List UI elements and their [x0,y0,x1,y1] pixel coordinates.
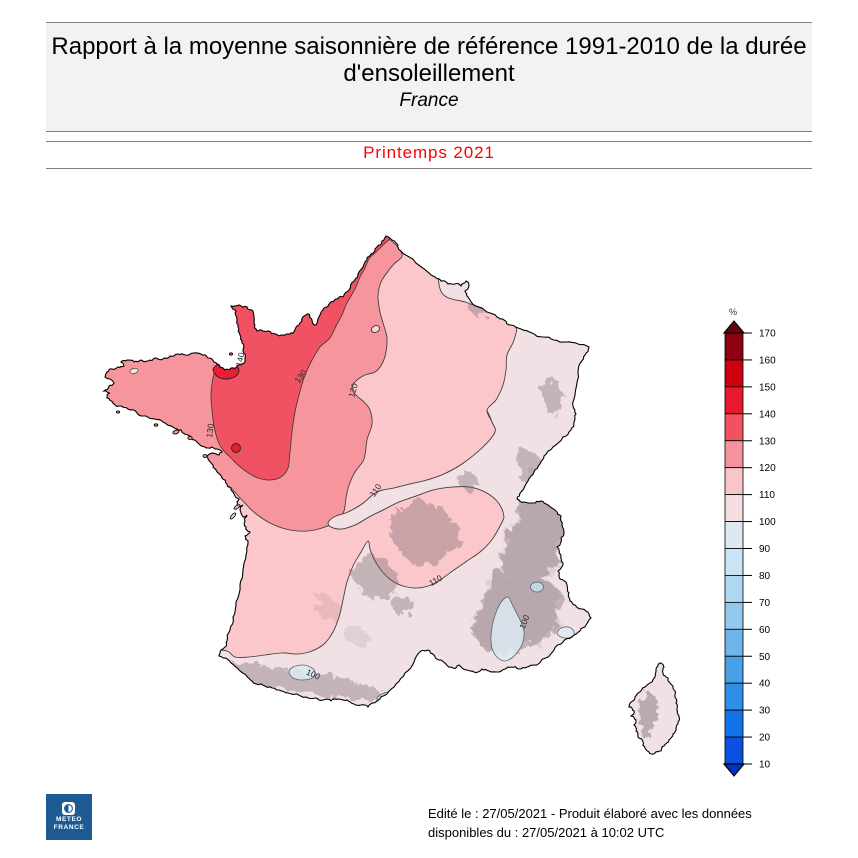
svg-text:110: 110 [759,490,775,501]
svg-text:140: 140 [759,409,776,420]
svg-text:50: 50 [759,652,771,663]
svg-text:150: 150 [759,382,776,393]
svg-text:30: 30 [759,706,771,717]
svg-text:170: 170 [759,329,776,340]
svg-text:%: % [729,307,737,317]
svg-text:160: 160 [759,355,776,366]
svg-text:120: 120 [346,382,359,399]
svg-text:120: 120 [759,463,776,474]
svg-text:10: 10 [759,760,771,771]
svg-text:130: 130 [759,436,776,447]
svg-text:40: 40 [759,679,771,690]
svg-text:20: 20 [759,733,771,744]
svg-text:140: 140 [234,351,247,367]
svg-text:130: 130 [204,423,216,439]
svg-text:100: 100 [759,517,776,528]
svg-text:90: 90 [759,544,771,555]
svg-text:60: 60 [759,625,771,636]
svg-text:80: 80 [759,571,771,582]
svg-text:70: 70 [759,598,771,609]
